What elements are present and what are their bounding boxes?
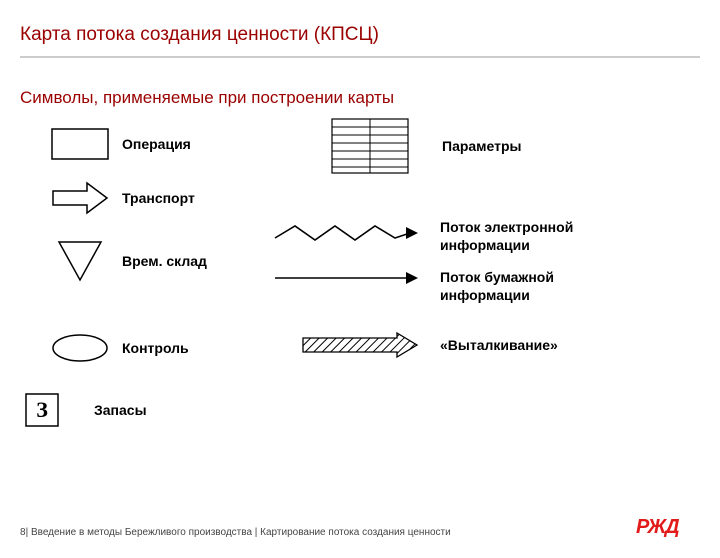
- transport-icon: [50, 180, 110, 216]
- temp-storage-label: Врем. склад: [122, 252, 207, 270]
- symbol-temp-storage: Врем. склад: [50, 238, 207, 284]
- title-bar: Карта потока создания ценности (КПСЦ): [20, 18, 700, 58]
- symbol-operation: Операция: [50, 128, 191, 160]
- eflow-icon: [270, 218, 420, 248]
- transport-label: Транспорт: [122, 189, 195, 207]
- temp-storage-icon: [50, 238, 110, 284]
- push-label: «Выталкивание»: [440, 336, 558, 354]
- parameters-icon: [330, 118, 410, 174]
- pflow-icon: [270, 268, 420, 288]
- control-icon: [50, 333, 110, 363]
- symbol-push: «Выталкивание»: [300, 330, 558, 360]
- symbol-transport: Транспорт: [50, 180, 195, 216]
- operation-label: Операция: [122, 135, 191, 153]
- control-label: Контроль: [122, 339, 189, 357]
- symbol-control: Контроль: [50, 333, 189, 363]
- eflow-label: Поток электронной информации: [440, 218, 630, 254]
- footer-text: Введение в методы Бережливого производст…: [31, 527, 451, 538]
- stock-letter: З: [36, 397, 48, 422]
- symbols-grid: Операция Транспорт Врем. склад Контроль …: [50, 118, 700, 448]
- symbol-eflow: Поток электронной информации: [270, 218, 630, 254]
- footer: 8| Введение в методы Бережливого произво…: [20, 527, 451, 538]
- symbol-pflow: Поток бумажной информации: [270, 268, 630, 304]
- operation-icon: [50, 128, 110, 160]
- page-title: Карта потока создания ценности (КПСЦ): [20, 24, 700, 46]
- pflow-label: Поток бумажной информации: [440, 268, 630, 304]
- push-icon: [300, 330, 420, 360]
- symbol-parameters: Параметры: [330, 118, 522, 174]
- symbol-stock: З Запасы: [22, 393, 147, 427]
- logo-rzd: РЖД: [636, 511, 696, 544]
- stock-label: Запасы: [94, 401, 147, 419]
- subtitle: Символы, применяемые при построении карт…: [20, 88, 700, 108]
- stock-icon: З: [22, 393, 62, 427]
- svg-text:РЖД: РЖД: [636, 516, 679, 538]
- parameters-label: Параметры: [442, 137, 522, 155]
